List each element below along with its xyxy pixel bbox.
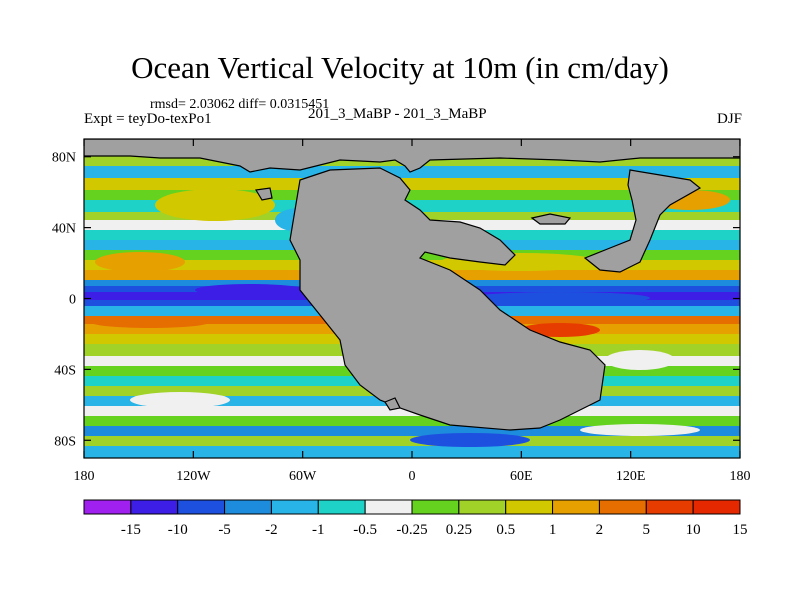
colorbar-swatch [364, 499, 413, 515]
colorbar-label: -1 [312, 522, 325, 538]
experiment-label: Expt = teyDo-texPo1 [84, 111, 212, 127]
colorbar-label: 0.25 [446, 522, 472, 538]
colorbar-label: -5 [218, 522, 231, 538]
x-tick-label: 0 [409, 469, 416, 484]
stats-label: rmsd= 2.03062 diff= 0.0315451 [150, 97, 330, 112]
colorbar-label: -2 [265, 522, 278, 538]
y-axis: 80N 40N 0 40S 80S [52, 151, 740, 449]
y-tick-label: 40N [52, 222, 76, 237]
y-tick-label: 80N [52, 151, 76, 166]
southern-island [384, 397, 401, 411]
x-tick-label: 120E [616, 469, 646, 484]
x-tick-label: 180 [74, 469, 95, 484]
y-tick-label: 80S [54, 434, 76, 449]
colorbar-swatch [552, 499, 600, 515]
colorbar-label: -0.5 [353, 522, 377, 538]
colorbar-swatch [177, 499, 226, 515]
colorbar-swatch [598, 499, 647, 515]
western-island [255, 187, 273, 201]
season-label: DJF [716, 111, 742, 127]
colorbar-swatch [224, 499, 272, 515]
cases-label: 201_3_MaBP - 201_3_MaBP [308, 106, 487, 122]
colorbar-swatch [411, 499, 460, 515]
colorbar: -15 -10 -5 -2 -1 -0.5 -0.25 0.25 0.5 1 2 5 10 15 [83, 499, 748, 538]
colorbar-label: 1 [549, 522, 557, 538]
colorbar-label: -0.25 [396, 522, 427, 538]
colorbar-swatch [692, 499, 741, 515]
colorbar-label: 5 [643, 522, 651, 538]
x-tick-label: 180 [730, 469, 751, 484]
y-tick-label: 40S [54, 363, 76, 378]
x-tick-label: 60E [510, 469, 533, 484]
colorbar-swatch [505, 499, 554, 515]
colorbar-label: 2 [596, 522, 604, 538]
north-polar-land [84, 139, 740, 173]
colorbar-swatch [83, 499, 132, 515]
colorbar-label: 0.5 [496, 522, 515, 538]
main-continent [289, 167, 606, 431]
colorbar-swatch [458, 499, 507, 515]
colorbar-label: 10 [686, 522, 701, 538]
colorbar-label: -10 [168, 522, 188, 538]
colorbar-swatch [270, 499, 319, 515]
x-tick-label: 60W [289, 469, 317, 484]
eastern-land [583, 169, 702, 273]
colorbar-swatch [317, 499, 366, 515]
map-field [84, 139, 740, 458]
colorbar-swatch [130, 499, 179, 515]
plot-title: Ocean Vertical Velocity at 10m (in cm/da… [131, 50, 669, 85]
land-masses [84, 139, 740, 431]
colorbar-swatch [645, 499, 694, 515]
colorbar-label: 15 [733, 522, 748, 538]
colorbar-label: -15 [121, 522, 141, 538]
y-tick-label: 0 [69, 293, 76, 308]
small-island [530, 213, 572, 225]
x-axis: 180 120W 60W 0 60E 120E 180 [74, 139, 751, 484]
x-tick-label: 120W [176, 469, 211, 484]
